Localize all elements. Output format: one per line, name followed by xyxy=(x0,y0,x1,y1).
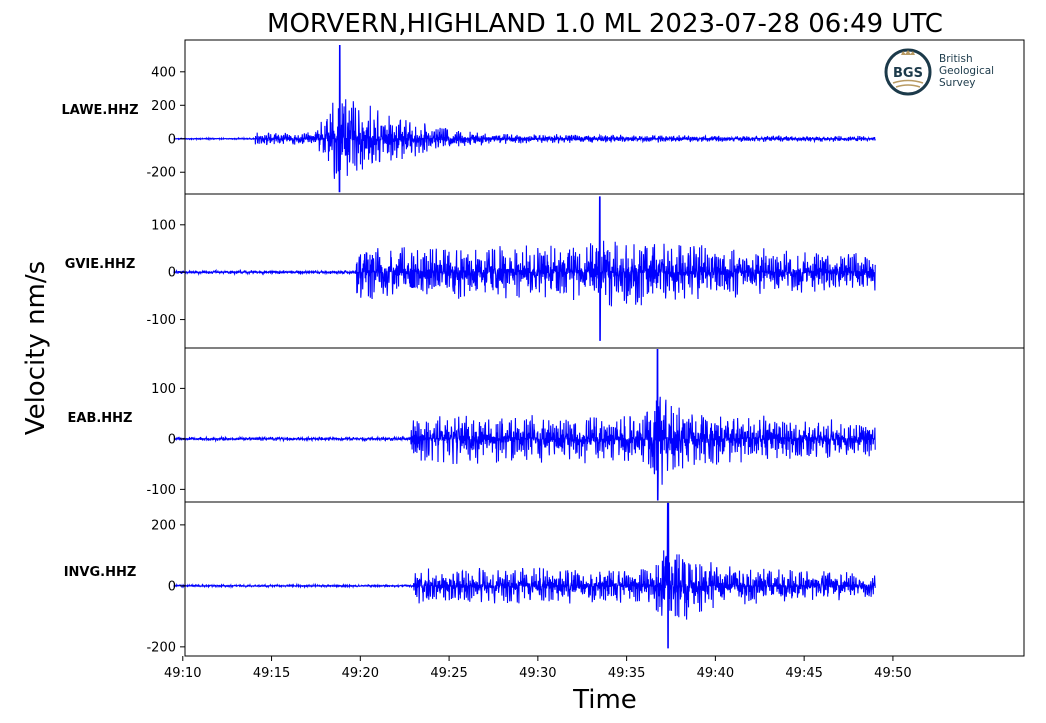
trace-panel-lawe-hhz: 400 200 0 -200 LAWE.HHZ xyxy=(61,39,1025,195)
crown-icon xyxy=(901,50,915,55)
logo-wave-icon xyxy=(892,79,924,84)
y-tick-label: 400 xyxy=(151,65,176,80)
trace-line xyxy=(173,502,876,649)
x-axis-ticks: 49:10 49:15 49:20 49:25 49:30 49:35 49:40 49:45… xyxy=(164,656,912,681)
y-tick-label: 0 xyxy=(168,266,176,281)
trace-panel-gvie-hhz: 100 0 -100 GVIE.HHZ xyxy=(65,193,1025,349)
y-tick-label: -100 xyxy=(146,313,176,328)
y-tick-label: 100 xyxy=(151,382,176,397)
panel-frame xyxy=(184,501,1025,657)
station-label: EAB.HHZ xyxy=(68,411,133,426)
trace-line xyxy=(173,348,876,501)
x-tick-label: 49:50 xyxy=(874,666,911,681)
y-tick-label: 200 xyxy=(151,518,176,533)
y-tick-label: 200 xyxy=(151,99,176,114)
panel-frame xyxy=(184,347,1025,503)
y-axis-label: Velocity nm/s xyxy=(21,261,51,435)
x-tick-label: 49:25 xyxy=(430,666,467,681)
x-tick-label: 49:10 xyxy=(164,666,201,681)
trace-panel-eab-hhz: 100 0 -100 EAB.HHZ xyxy=(68,347,1025,503)
trace-panels: 400 200 0 -200 LAWE.HHZ 100 0 -100 GVIE.HHZ 100 0 -… xyxy=(61,39,1025,657)
y-tick-label: 100 xyxy=(151,218,176,233)
x-tick-label: 49:45 xyxy=(785,666,822,681)
logo-abbrev: BGS xyxy=(893,66,923,81)
y-tick-label: 0 xyxy=(168,132,176,147)
y-tick-label: 0 xyxy=(168,579,176,594)
trace-line xyxy=(173,44,876,193)
station-label: GVIE.HHZ xyxy=(65,257,136,272)
logo-wave-icon xyxy=(895,84,921,88)
chart-title: MORVERN,HIGHLAND 1.0 ML 2023-07-28 06:49… xyxy=(267,9,943,39)
logo-text-line3: Survey xyxy=(939,77,976,89)
x-tick-label: 49:40 xyxy=(697,666,734,681)
y-tick-label: -100 xyxy=(146,483,176,498)
y-tick-label: -200 xyxy=(146,166,176,181)
bgs-logo: BGS British Geological Survey xyxy=(884,48,994,96)
x-axis-label: Time xyxy=(572,685,637,715)
station-label: INVG.HHZ xyxy=(64,565,137,580)
y-tick-label: -200 xyxy=(146,640,176,655)
logo-text-line1: British xyxy=(939,53,973,65)
x-tick-label: 49:30 xyxy=(519,666,556,681)
trace-panel-invg-hhz: 200 0 -200 INVG.HHZ xyxy=(64,501,1025,657)
x-tick-label: 49:35 xyxy=(608,666,645,681)
trace-line xyxy=(173,196,876,341)
logo-text-line2: Geological xyxy=(939,65,994,77)
y-tick-label: 0 xyxy=(168,432,176,447)
station-label: LAWE.HHZ xyxy=(61,103,138,118)
x-tick-label: 49:20 xyxy=(342,666,379,681)
x-tick-label: 49:15 xyxy=(253,666,290,681)
